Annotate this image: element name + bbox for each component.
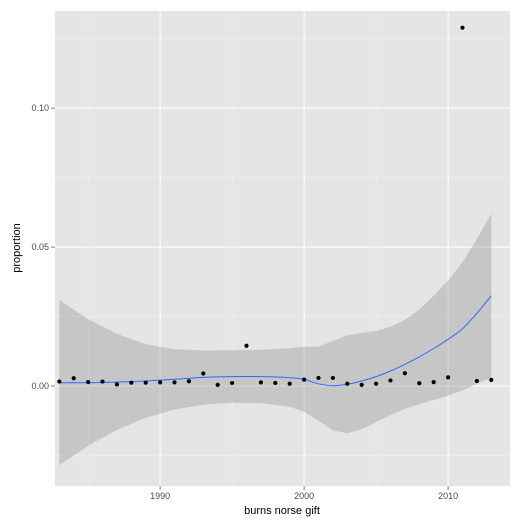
minor-gridlines <box>55 11 510 486</box>
data-point <box>316 375 321 381</box>
data-point <box>402 371 407 376</box>
data-point <box>258 380 264 385</box>
y-tick-label: 0.00 <box>31 381 49 391</box>
y-axis-ticks: 0.00 0.05 0.10 <box>31 103 55 391</box>
data-point <box>474 378 479 384</box>
data-point <box>373 381 379 386</box>
smooth-line <box>59 295 492 387</box>
plot-panel <box>55 11 510 486</box>
data-point <box>100 379 105 384</box>
data-point <box>215 382 220 387</box>
major-gridlines <box>55 11 510 486</box>
data-point <box>186 379 192 384</box>
data-point <box>445 375 451 380</box>
data-point <box>172 380 177 385</box>
x-tick-label: 2000 <box>294 491 314 501</box>
data-point <box>158 380 163 385</box>
x-axis-ticks: 1990 2000 2010 <box>150 486 458 501</box>
x-tick-label: 2010 <box>438 491 458 501</box>
data-point <box>86 380 91 385</box>
data-point <box>301 377 307 382</box>
x-axis-title: burns norse gift <box>244 505 320 517</box>
data-point <box>359 382 364 387</box>
data-point <box>129 380 134 385</box>
data-point <box>417 381 422 386</box>
data-point <box>57 379 62 384</box>
data-point <box>345 381 350 386</box>
confidence-band-area <box>59 213 492 466</box>
data-point <box>489 377 494 382</box>
data-point <box>71 376 76 381</box>
y-axis-title: proportion <box>11 223 23 273</box>
data-point <box>460 25 465 30</box>
data-point <box>143 380 148 385</box>
data-point <box>330 375 335 381</box>
data-point <box>273 380 278 386</box>
data-point <box>287 381 292 386</box>
data-points <box>57 25 494 387</box>
y-tick-label: 0.10 <box>31 103 49 113</box>
y-tick-label: 0.05 <box>31 242 49 252</box>
data-point <box>244 343 249 348</box>
data-point <box>431 380 436 385</box>
data-point <box>388 378 393 383</box>
data-point <box>114 382 120 387</box>
confidence-band <box>59 213 492 466</box>
data-point <box>230 380 235 386</box>
smooth-line-path <box>59 295 492 387</box>
data-point <box>201 371 206 376</box>
x-tick-label: 1990 <box>150 491 170 501</box>
